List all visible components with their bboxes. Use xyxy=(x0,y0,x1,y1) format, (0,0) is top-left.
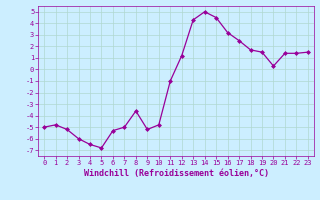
X-axis label: Windchill (Refroidissement éolien,°C): Windchill (Refroidissement éolien,°C) xyxy=(84,169,268,178)
